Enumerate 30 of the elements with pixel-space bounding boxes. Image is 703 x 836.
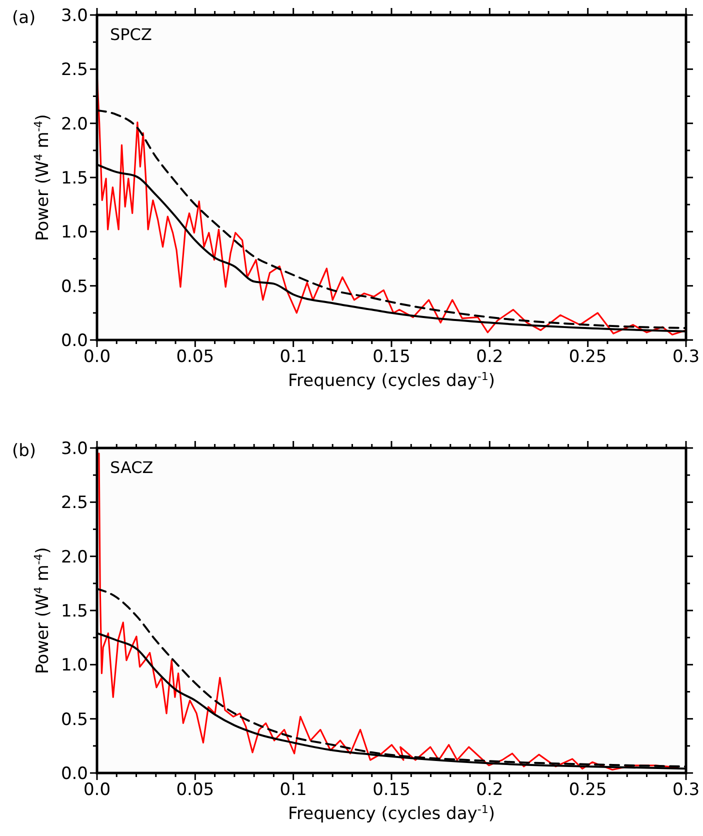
- y-tick-label: 2.5: [60, 60, 88, 80]
- x-tick-label: 0.3: [672, 780, 700, 800]
- x-tick-label: 0.15: [372, 347, 410, 367]
- y-tick-label: 1.0: [60, 656, 88, 676]
- x-tick-label: 0.2: [476, 347, 504, 367]
- x-tick-label: 0.3: [672, 347, 700, 367]
- x-tick-label: 0.15: [372, 780, 410, 800]
- y-tick-label: 3.0: [60, 6, 88, 26]
- y-tick-label: 2.0: [60, 114, 88, 134]
- y-tick-label: 1.5: [60, 168, 88, 188]
- y-tick-label: 1.5: [60, 602, 88, 622]
- annotation: SACZ: [110, 458, 154, 477]
- text: (b): [12, 441, 36, 461]
- annotation: SPCZ: [110, 25, 152, 44]
- y-tick-label: 1.0: [60, 222, 88, 243]
- x-axis-title: Frequency (cycles day$^{-1}$): [288, 802, 495, 824]
- x-tick-label: 0.1: [280, 780, 307, 800]
- x-tick-label: 0.05: [176, 780, 214, 800]
- y-tick-label: 2.5: [60, 493, 88, 514]
- text: (a): [12, 8, 36, 28]
- y-tick-label: 3.0: [60, 439, 88, 459]
- x-tick-label: 0.25: [568, 780, 607, 800]
- x-tick-label: 0.1: [280, 347, 307, 367]
- x-tick-label: 0.2: [476, 780, 504, 800]
- y-tick-label: 2.0: [60, 547, 88, 568]
- y-tick-label: 0.5: [60, 276, 88, 297]
- x-tick-label: 0.25: [568, 347, 607, 367]
- x-tick-label: 0.05: [176, 347, 214, 367]
- x-axis-title: Frequency (cycles day$^{-1}$): [288, 370, 495, 391]
- y-tick-label: 0.5: [60, 710, 88, 730]
